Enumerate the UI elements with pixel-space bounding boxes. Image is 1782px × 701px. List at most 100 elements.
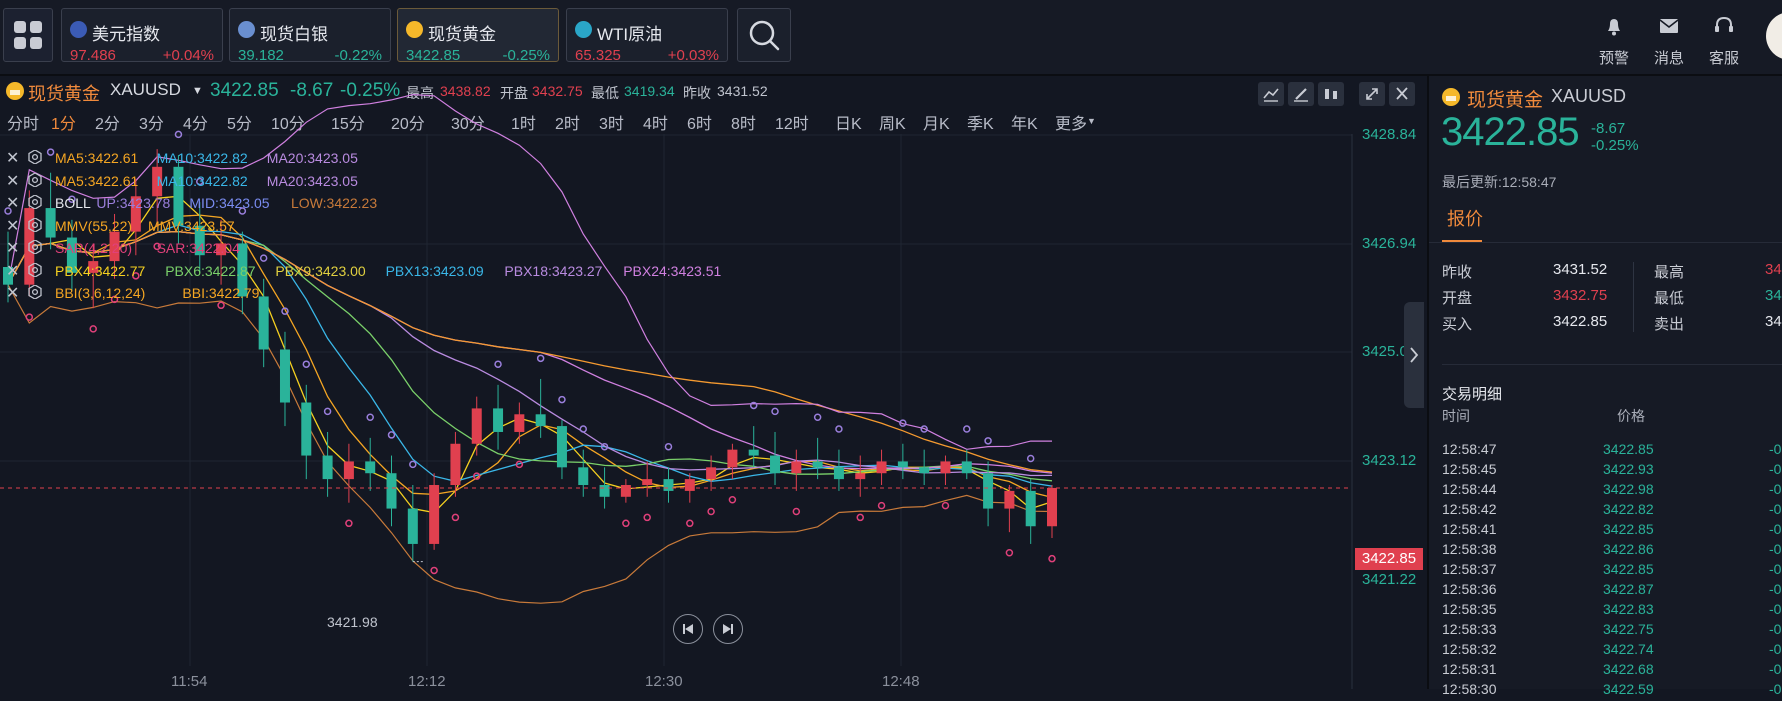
scroll-end-button[interactable] — [713, 614, 743, 644]
candle[interactable] — [407, 485, 418, 562]
candle[interactable] — [471, 396, 482, 456]
chart-symbol-name[interactable]: 现货黄金 — [28, 84, 100, 104]
timeframe-10[interactable]: 1时 — [511, 116, 536, 133]
timeframe-5[interactable]: 5分 — [227, 116, 252, 133]
top-action-1[interactable]: 消息 — [1647, 14, 1691, 68]
apps-grid-button[interactable] — [3, 8, 53, 62]
timeframe-14[interactable]: 6时 — [687, 116, 712, 133]
fullscreen-button[interactable] — [1359, 82, 1385, 106]
candle[interactable] — [812, 437, 823, 480]
timeframe-22[interactable]: 更多 — [1055, 116, 1088, 133]
candle[interactable] — [237, 231, 248, 315]
remove-indicator-icon[interactable]: ✕ — [6, 172, 20, 190]
more-dropdown-icon[interactable]: ▼ — [1087, 116, 1096, 126]
candle[interactable] — [940, 455, 951, 486]
candle[interactable] — [493, 384, 504, 450]
candle[interactable] — [130, 178, 141, 256]
indicator-settings-icon[interactable] — [28, 172, 42, 187]
candle[interactable] — [748, 426, 759, 468]
candle[interactable] — [173, 155, 184, 244]
candle[interactable] — [770, 431, 781, 486]
candle[interactable] — [897, 443, 908, 480]
remove-indicator-icon[interactable]: ✕ — [6, 195, 20, 212]
timeframe-11[interactable]: 2时 — [555, 116, 580, 133]
candle[interactable] — [343, 443, 354, 503]
top-action-0[interactable]: 预警 — [1592, 14, 1636, 68]
timeframe-13[interactable]: 4时 — [643, 116, 668, 133]
timeframe-21[interactable]: 年K — [1011, 116, 1038, 133]
candle[interactable] — [855, 455, 866, 497]
draw-pen-button[interactable] — [1288, 82, 1314, 106]
candle[interactable] — [1025, 479, 1036, 544]
timeframe-16[interactable]: 12时 — [775, 116, 809, 133]
timeframe-7[interactable]: 15分 — [331, 116, 365, 133]
ticker-0[interactable]: 美元指数 97.486 +0.04% — [61, 8, 223, 64]
timeframe-3[interactable]: 3分 — [139, 116, 164, 133]
timeframe-2[interactable]: 2分 — [95, 116, 120, 133]
remove-indicator-icon[interactable]: ✕ — [6, 240, 20, 257]
candle[interactable] — [578, 449, 589, 497]
candle[interactable] — [556, 420, 567, 480]
panel-collapse-tab[interactable] — [1404, 302, 1424, 408]
timeframe-17[interactable]: 日K — [835, 116, 862, 133]
candle[interactable] — [450, 431, 461, 497]
timeframe-12[interactable]: 3时 — [599, 116, 624, 133]
ticker-1[interactable]: 现货白银 39.182 -0.22% — [229, 8, 391, 64]
candle[interactable] — [66, 219, 77, 291]
search-button[interactable] — [737, 8, 791, 62]
timeframe-19[interactable]: 月K — [923, 116, 950, 133]
candle[interactable] — [599, 467, 610, 509]
timeframe-4[interactable]: 4分 — [183, 116, 208, 133]
indicator-settings-icon[interactable] — [28, 150, 42, 164]
candle[interactable] — [620, 479, 631, 503]
candle[interactable] — [3, 231, 13, 303]
timeframe-20[interactable]: 季K — [967, 116, 994, 133]
symbol-dropdown-icon[interactable]: ▼ — [192, 85, 203, 97]
candle[interactable] — [429, 473, 440, 550]
candle[interactable] — [45, 172, 56, 250]
candle[interactable] — [983, 461, 994, 527]
timeframe-9[interactable]: 30分 — [451, 116, 485, 133]
candlestick-chart[interactable] — [0, 76, 1425, 689]
avatar[interactable] — [1766, 12, 1782, 60]
candle[interactable] — [919, 449, 930, 486]
candle[interactable] — [1047, 485, 1057, 539]
candle[interactable] — [386, 455, 397, 527]
candle[interactable] — [876, 449, 887, 486]
candle[interactable] — [194, 202, 205, 273]
timeframe-0[interactable]: 分时 — [7, 116, 40, 133]
candle[interactable] — [152, 149, 163, 226]
candle[interactable] — [535, 378, 546, 438]
chart-symbol-code[interactable]: XAUUSD — [110, 80, 181, 99]
timeframe-15[interactable]: 8时 — [731, 116, 756, 133]
remove-indicator-icon[interactable]: ✕ — [6, 262, 20, 280]
close-chart-button[interactable] — [1389, 82, 1415, 106]
indicator-settings-icon[interactable] — [28, 240, 42, 254]
candle[interactable] — [279, 331, 290, 427]
candle[interactable] — [514, 402, 525, 444]
candle[interactable] — [1004, 485, 1015, 533]
timeframe-6[interactable]: 10分 — [271, 116, 305, 133]
tab-quote[interactable]: 报价 — [1447, 209, 1483, 229]
candle[interactable] — [322, 431, 333, 497]
indicator-settings-icon[interactable] — [28, 195, 42, 209]
indicator-settings-icon[interactable] — [28, 285, 42, 299]
indicator-settings-icon[interactable] — [28, 217, 42, 232]
remove-indicator-icon[interactable]: ✕ — [6, 217, 20, 235]
candle[interactable] — [663, 467, 674, 503]
timeframe-18[interactable]: 周K — [879, 116, 906, 133]
remove-indicator-icon[interactable]: ✕ — [6, 285, 20, 302]
scroll-start-button[interactable] — [673, 614, 703, 644]
candle[interactable] — [365, 437, 376, 491]
ticker-3[interactable]: WTI原油 65.325 +0.03% — [566, 8, 728, 64]
indicator-settings-button[interactable] — [1318, 82, 1344, 106]
candle[interactable] — [109, 213, 120, 279]
remove-indicator-icon[interactable]: ✕ — [6, 150, 20, 167]
candle[interactable] — [301, 384, 312, 480]
candle[interactable] — [706, 455, 717, 491]
candle[interactable] — [833, 449, 844, 491]
timeframe-1[interactable]: 1分 — [51, 116, 76, 133]
candle[interactable] — [258, 278, 269, 368]
candle[interactable] — [216, 219, 227, 285]
candle[interactable] — [727, 443, 738, 480]
